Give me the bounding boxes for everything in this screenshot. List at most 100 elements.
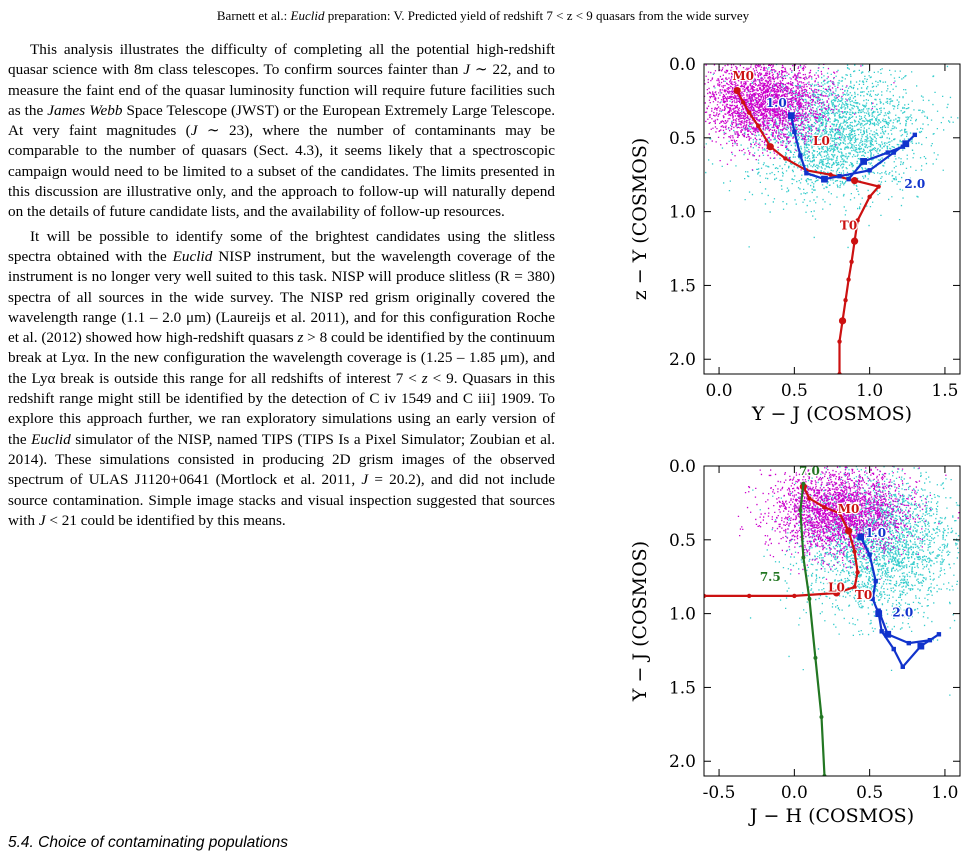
- series-point: [876, 184, 880, 188]
- text-run: James Webb: [47, 102, 122, 119]
- series-point: [917, 643, 924, 650]
- paragraph: It will be possible to identify some of …: [8, 227, 555, 531]
- x-tick-label: 0.5: [856, 783, 883, 803]
- series-point: [851, 238, 858, 245]
- series-line: [737, 91, 879, 374]
- text-run: J: [463, 61, 470, 78]
- y-axis-label: z − Y (COSMOS): [629, 138, 651, 301]
- series-point: [837, 174, 841, 178]
- series-point: [846, 177, 850, 181]
- series-point: [821, 176, 828, 183]
- running-head-authors: Barnett et al.:: [217, 8, 291, 23]
- x-tick-label: -0.5: [703, 783, 736, 803]
- series-point: [901, 665, 905, 669]
- y-tick-label: 1.5: [669, 276, 696, 296]
- annotation-label: M0: [838, 502, 860, 516]
- series-point: [747, 594, 751, 598]
- figure-panels: M0 L0 T0 1.0 2.0 0.0 0.5 1.0 1.5 0.0 0.5 1.0 1.5 2.0 Y…: [600, 48, 966, 859]
- y-tick-label: 0.0: [669, 55, 696, 75]
- series-point: [937, 632, 941, 636]
- series-point: [901, 144, 905, 148]
- series-point: [783, 156, 787, 160]
- series-point: [928, 638, 932, 642]
- series-point: [849, 260, 853, 264]
- y-tick-label: 1.0: [669, 605, 696, 625]
- x-tick-label: 1.0: [856, 381, 883, 401]
- series-point: [792, 130, 796, 134]
- series-line: [791, 116, 915, 179]
- series-point: [828, 173, 832, 177]
- series-point: [843, 298, 847, 302]
- series-point: [860, 158, 867, 165]
- x-tick-label: 1.0: [931, 783, 958, 803]
- annotation-label: L0: [813, 134, 830, 148]
- annotation-label: M0: [732, 69, 754, 83]
- series-point: [907, 641, 911, 645]
- series-point: [767, 143, 774, 150]
- series-point: [845, 527, 852, 534]
- x-tick-label: 0.0: [781, 783, 808, 803]
- series-point: [867, 168, 871, 172]
- series-point: [884, 631, 891, 638]
- x-tick-label: 0.0: [706, 381, 733, 401]
- scatter-clouds: [672, 48, 966, 376]
- series-point: [807, 496, 811, 500]
- series-point: [892, 647, 896, 651]
- series-point: [839, 317, 846, 324]
- annotation-label: L0: [828, 580, 845, 594]
- text-run: Euclid: [173, 248, 213, 265]
- series-point: [807, 597, 811, 601]
- y-tick-label: 0.5: [669, 531, 696, 551]
- series-point: [801, 482, 805, 486]
- x-axis-label: J − H (COSMOS): [748, 805, 914, 827]
- series-point: [867, 552, 871, 556]
- y-tick-label: 1.0: [669, 203, 696, 223]
- x-axis-label: Y − J (COSMOS): [751, 403, 912, 425]
- body-text-column: This analysis illustrates the difficulty…: [8, 40, 555, 531]
- series-point: [813, 656, 817, 660]
- scatter-clouds: [702, 434, 966, 778]
- text-run: Euclid: [31, 431, 71, 448]
- series-point: [788, 112, 795, 119]
- series-point: [804, 171, 808, 175]
- plot-frame: [704, 64, 960, 374]
- annotation-label: 2.0: [892, 606, 913, 620]
- series-point: [837, 339, 841, 343]
- annotation-label: T0: [840, 218, 857, 232]
- series-point: [747, 111, 751, 115]
- series-point: [792, 594, 796, 598]
- y-tick-label: 0.0: [669, 457, 696, 477]
- series-point: [734, 87, 741, 94]
- series-point: [886, 150, 890, 154]
- series-point: [846, 277, 850, 281]
- running-head: Barnett et al.: Euclid preparation: V. P…: [0, 8, 966, 24]
- annotation-label: 1.0: [766, 96, 787, 110]
- y-axis-label: Y − J (COSMOS): [629, 541, 651, 702]
- series-point: [741, 100, 745, 104]
- x-tick-label: 0.5: [781, 381, 808, 401]
- series-point: [801, 556, 805, 560]
- series-point: [855, 570, 859, 574]
- series-point: [873, 579, 877, 583]
- section-title: 5.4. Choice of contaminating populations: [8, 834, 288, 852]
- text-run: J: [39, 512, 46, 529]
- running-head-series: Euclid: [291, 8, 325, 23]
- figure-svg: M0 L0 T0 1.0 2.0 0.0 0.5 1.0 1.5 0.0 0.5 1.0 1.5 2.0 Y…: [600, 48, 966, 859]
- series-point: [798, 508, 802, 512]
- series-point: [798, 153, 802, 157]
- series-point: [867, 195, 871, 199]
- y-tick-label: 1.5: [669, 678, 696, 698]
- series-point: [876, 608, 880, 612]
- annotation-label: 7.5: [760, 570, 781, 584]
- annotation-label: T0: [855, 588, 872, 602]
- running-head-title: preparation: V. Predicted yield of redsh…: [324, 8, 749, 23]
- series-point: [857, 533, 864, 540]
- series-point: [913, 133, 917, 137]
- series-point: [879, 629, 883, 633]
- x-tick-label: 1.5: [931, 381, 958, 401]
- series-point: [851, 177, 858, 184]
- annotation-label: 2.0: [904, 177, 925, 191]
- series-point: [852, 549, 856, 553]
- series-point: [819, 715, 823, 719]
- series-point: [822, 505, 826, 509]
